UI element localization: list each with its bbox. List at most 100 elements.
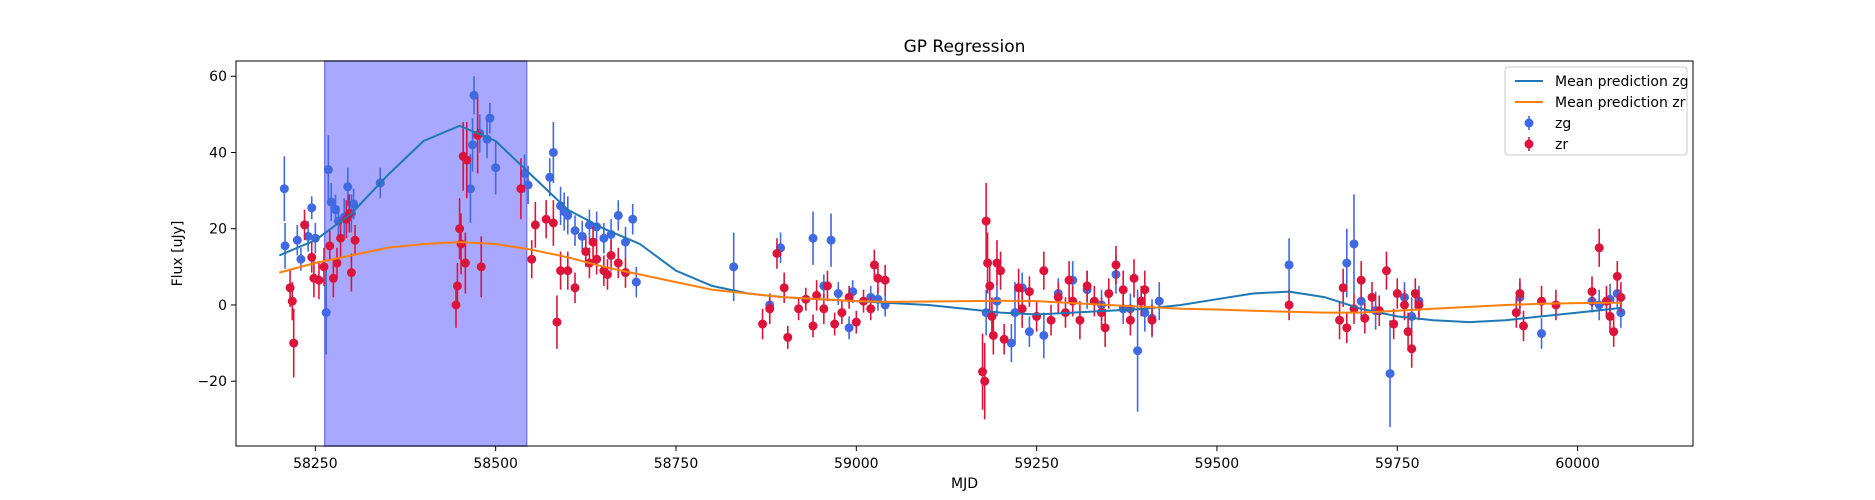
data-point: [1154, 296, 1164, 306]
y-axis-title: Flux [uJy]: [170, 221, 186, 287]
x-tick-label: 59250: [1014, 456, 1059, 472]
data-point: [826, 235, 836, 245]
data-point: [452, 281, 462, 291]
data-point: [772, 249, 782, 258]
data-point: [1053, 292, 1063, 302]
data-point: [556, 266, 566, 276]
data-point: [779, 283, 789, 293]
data-point: [485, 113, 495, 123]
data-point: [1140, 285, 1150, 295]
data-point: [822, 281, 832, 291]
data-point: [336, 233, 346, 243]
data-point: [1064, 275, 1074, 285]
data-point: [1100, 323, 1110, 333]
data-point: [1039, 266, 1049, 276]
data-point: [1410, 289, 1420, 299]
data-point: [1129, 273, 1139, 283]
data-point: [292, 235, 302, 245]
data-point: [1284, 260, 1294, 270]
data-point: [1587, 287, 1597, 297]
data-point: [1518, 321, 1528, 331]
data-point: [992, 258, 1002, 268]
data-point: [1017, 304, 1027, 314]
data-point: [1104, 289, 1114, 299]
data-point: [1046, 315, 1056, 325]
data-point: [349, 199, 359, 209]
data-point: [1616, 292, 1626, 302]
data-point: [869, 260, 879, 270]
data-point: [1537, 329, 1547, 339]
data-point: [581, 247, 591, 257]
data-point: [326, 197, 336, 207]
data-point: [1140, 308, 1150, 318]
data-point: [1389, 319, 1399, 329]
data-point: [456, 239, 466, 249]
data-point: [1338, 283, 1348, 293]
data-point: [523, 180, 533, 190]
data-point: [303, 231, 313, 241]
data-point: [460, 258, 470, 268]
legend-label: Mean prediction zg: [1555, 74, 1689, 90]
data-point: [462, 155, 472, 165]
legend-marker-swatch: [1524, 118, 1534, 128]
data-point: [1511, 308, 1521, 318]
data-point: [1392, 289, 1402, 299]
data-point: [1612, 271, 1622, 281]
data-point: [1360, 313, 1370, 323]
data-point: [516, 184, 526, 194]
x-tick-label: 59000: [834, 456, 879, 472]
data-point: [1147, 315, 1157, 325]
data-point: [468, 140, 478, 150]
data-point: [631, 277, 641, 287]
data-point: [1551, 300, 1561, 310]
data-point: [296, 254, 306, 264]
x-tick-label: 59750: [1375, 456, 1420, 472]
data-point: [530, 220, 540, 230]
data-point: [279, 184, 289, 194]
data-point: [812, 290, 822, 300]
legend-label: zg: [1555, 116, 1571, 132]
data-point: [592, 254, 602, 264]
data-point: [783, 332, 793, 342]
data-point: [985, 281, 995, 291]
data-point: [563, 210, 573, 220]
data-point: [729, 262, 739, 272]
data-point: [328, 273, 338, 283]
data-point: [300, 220, 310, 230]
data-point: [981, 216, 991, 226]
data-point: [978, 367, 988, 377]
data-point: [765, 304, 775, 314]
data-point: [343, 182, 353, 192]
data-point: [602, 269, 612, 279]
y-tick-label: 0: [218, 298, 227, 314]
data-point: [545, 172, 555, 182]
y-tick-label: −20: [197, 374, 227, 390]
data-point: [541, 214, 551, 224]
data-point: [1385, 369, 1395, 379]
data-point: [1605, 311, 1615, 321]
data-point: [1039, 330, 1049, 340]
data-point: [1342, 258, 1352, 268]
data-point: [1014, 283, 1024, 293]
data-point: [606, 250, 616, 260]
data-point: [570, 226, 580, 236]
data-point: [999, 334, 1009, 344]
data-point: [1068, 296, 1078, 306]
data-point: [289, 338, 299, 348]
data-point: [1133, 346, 1143, 356]
data-point: [1515, 289, 1525, 299]
y-tick-label: 40: [209, 145, 227, 161]
data-point: [570, 283, 580, 293]
data-point: [314, 275, 324, 285]
data-point: [346, 268, 356, 278]
data-point: [1335, 315, 1345, 325]
data-point: [307, 203, 317, 213]
data-point: [1118, 285, 1128, 295]
data-point: [819, 304, 829, 314]
data-point: [552, 317, 562, 327]
data-point: [996, 266, 1006, 276]
data-point: [628, 214, 638, 224]
data-point: [1006, 338, 1016, 348]
data-point: [1125, 315, 1135, 325]
